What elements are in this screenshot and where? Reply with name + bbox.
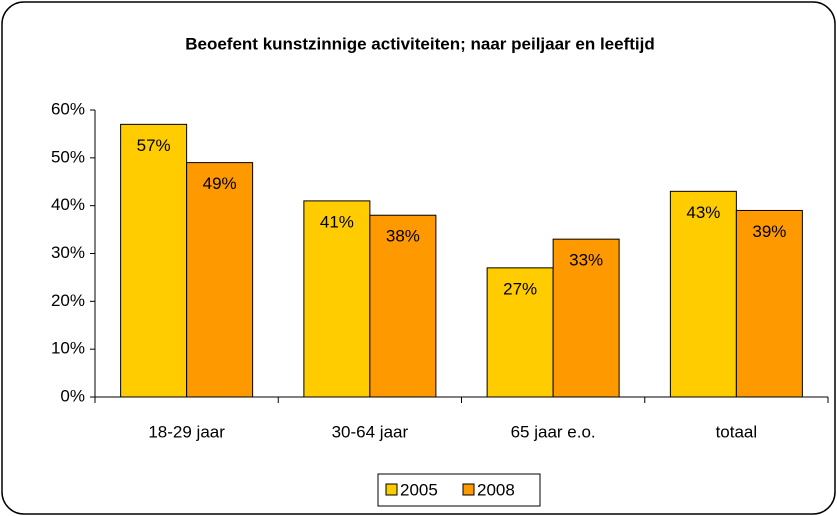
y-tick-label: 20% bbox=[51, 291, 85, 310]
bar bbox=[735, 209, 803, 398]
value-label: 43% bbox=[686, 203, 720, 222]
legend-box bbox=[377, 473, 541, 507]
bar bbox=[669, 190, 737, 398]
value-label: 27% bbox=[503, 279, 537, 298]
y-tick-label: 0% bbox=[60, 386, 85, 405]
bar bbox=[552, 238, 620, 398]
value-label: 41% bbox=[320, 212, 354, 231]
y-tick-label: 50% bbox=[51, 147, 85, 166]
legend-label: 2008 bbox=[477, 480, 515, 499]
x-tick-label: 65 jaar e.o. bbox=[511, 422, 596, 441]
y-tick-label: 30% bbox=[51, 243, 85, 262]
value-label: 49% bbox=[203, 174, 237, 193]
value-label: 39% bbox=[752, 222, 786, 241]
y-tick-label: 10% bbox=[51, 339, 85, 358]
value-label: 33% bbox=[569, 251, 603, 270]
bar bbox=[186, 162, 254, 398]
x-tick-label: totaal bbox=[716, 422, 758, 441]
x-tick-label: 30-64 jaar bbox=[332, 422, 409, 441]
legend-swatch bbox=[385, 483, 398, 496]
legend-swatch bbox=[462, 483, 475, 496]
value-label: 57% bbox=[137, 136, 171, 155]
bar bbox=[369, 214, 437, 398]
y-tick-label: 40% bbox=[51, 195, 85, 214]
value-label: 38% bbox=[386, 227, 420, 246]
x-tick-label: 18-29 jaar bbox=[148, 422, 225, 441]
bar bbox=[120, 123, 188, 398]
chart-title: Beoefent kunstzinnige activiteiten; naar… bbox=[185, 34, 655, 53]
legend-label: 2005 bbox=[400, 480, 438, 499]
y-tick-label: 60% bbox=[51, 99, 85, 118]
